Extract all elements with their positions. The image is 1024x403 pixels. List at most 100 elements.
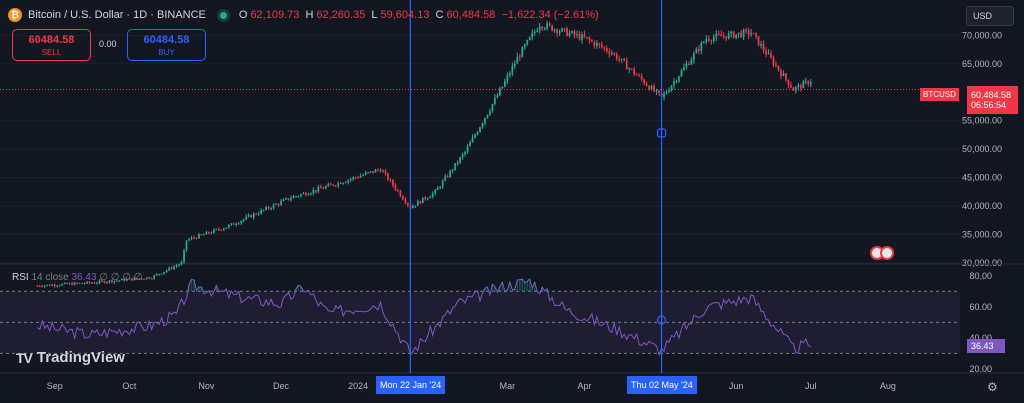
candle-body xyxy=(150,278,153,280)
rsi-extras: ∅ ∅ ∅ ∅ xyxy=(99,272,143,283)
candle-body xyxy=(533,31,536,33)
symbol-title[interactable]: Bitcoin / U.S. Dollar · 1D · BINANCE xyxy=(28,9,206,21)
candle-body xyxy=(280,201,282,205)
rsi-tick-label: 60.00 xyxy=(969,302,992,312)
candle-body xyxy=(593,41,596,46)
x-tick-label: Oct xyxy=(122,381,137,391)
x-tick-label: Jul xyxy=(805,381,817,391)
candle-body xyxy=(270,208,272,210)
candle-body xyxy=(175,265,178,267)
candle-body xyxy=(379,169,382,172)
candle-body xyxy=(653,86,655,92)
rsi-tick-label: 40.00 xyxy=(969,333,992,343)
candle-body xyxy=(608,51,611,54)
candle-body xyxy=(548,23,551,26)
candle-body xyxy=(337,182,340,186)
candle-body xyxy=(451,169,454,171)
candle-body xyxy=(247,215,250,217)
candle-body xyxy=(772,57,775,66)
candle-body xyxy=(312,189,315,194)
candle-body xyxy=(183,250,185,263)
candle-body xyxy=(173,266,175,269)
candle-body xyxy=(775,65,777,67)
candle-body xyxy=(481,123,484,128)
candle-body xyxy=(670,85,673,91)
candle-body xyxy=(546,23,549,29)
candle-body xyxy=(521,47,524,58)
candle-body xyxy=(479,127,481,133)
candle-body xyxy=(103,281,106,283)
candle-body xyxy=(665,92,668,94)
candle-body xyxy=(367,172,369,174)
candle-body xyxy=(446,176,449,178)
market-status-icon[interactable] xyxy=(219,11,227,19)
currency-select[interactable]: USD xyxy=(966,6,1014,26)
candle-body xyxy=(369,171,372,173)
candle-body xyxy=(255,213,258,215)
candle-body xyxy=(88,281,91,283)
tradingview-logo[interactable]: TV TradingView xyxy=(16,349,125,366)
candle-body xyxy=(760,44,762,46)
candle-body xyxy=(720,34,723,37)
candle-body xyxy=(86,281,88,284)
candle-body xyxy=(135,277,138,279)
sell-button[interactable]: 60484.58 SELL xyxy=(12,29,91,61)
x-tick-label: Sep xyxy=(47,381,63,391)
candle-body xyxy=(63,282,66,284)
candle-body xyxy=(722,36,725,38)
candle-body xyxy=(568,32,571,36)
candle-body xyxy=(516,56,519,64)
rsi-tick-label: 80.00 xyxy=(969,271,992,281)
rsi-params: 14 close xyxy=(31,272,69,283)
candle-body xyxy=(620,58,623,60)
rsi-value: 36.43 xyxy=(71,272,97,283)
candle-body xyxy=(623,58,626,61)
candle-body xyxy=(108,280,111,283)
candle-body xyxy=(217,228,220,230)
buy-price: 60484.58 xyxy=(143,33,190,46)
candle-body xyxy=(68,283,71,285)
candle-body xyxy=(61,283,64,286)
buy-button[interactable]: 60484.58 BUY xyxy=(127,29,206,61)
candle-body xyxy=(675,81,678,83)
events-icon[interactable] xyxy=(870,246,894,260)
gear-icon[interactable]: ⚙ xyxy=(987,380,998,394)
candle-body xyxy=(225,227,228,229)
candle-body xyxy=(310,193,312,195)
bar-countdown: 06:56:54 xyxy=(971,100,1007,110)
candle-body xyxy=(441,180,444,187)
candle-body xyxy=(799,85,802,89)
candle-body xyxy=(411,206,414,209)
candle-body xyxy=(91,282,93,284)
y-tick-label: 70,000.00 xyxy=(962,30,1002,40)
candle-body xyxy=(190,237,193,240)
last-price: 60,484.58 xyxy=(971,90,1012,100)
candle-body xyxy=(702,41,705,43)
candle-body xyxy=(81,283,83,285)
candle-body xyxy=(83,283,86,285)
rsi-legend[interactable]: RSI 14 close 36.43 ∅ ∅ ∅ ∅ xyxy=(12,272,142,283)
candle-body xyxy=(770,53,772,58)
candle-body xyxy=(36,285,39,287)
candle-body xyxy=(735,34,738,38)
candle-body xyxy=(476,132,479,135)
candle-body xyxy=(344,182,347,184)
rsi-value-tag: 36.43 xyxy=(967,339,1005,353)
candle-body xyxy=(372,171,374,173)
candle-body xyxy=(349,179,352,181)
candle-body xyxy=(394,185,397,190)
candle-body xyxy=(282,199,285,202)
candle-body xyxy=(78,283,81,285)
candle-body xyxy=(588,37,591,41)
candle-body xyxy=(528,37,531,41)
candle-body xyxy=(208,231,210,234)
crosshair-marker xyxy=(656,128,667,138)
candle-body xyxy=(377,169,379,171)
candle-body xyxy=(195,237,198,239)
flag-icon[interactable] xyxy=(880,246,894,260)
candle-body xyxy=(707,38,710,41)
candle-body xyxy=(257,213,260,215)
rsi-name: RSI xyxy=(12,272,29,283)
y-tick-label: 55,000.00 xyxy=(962,116,1002,126)
